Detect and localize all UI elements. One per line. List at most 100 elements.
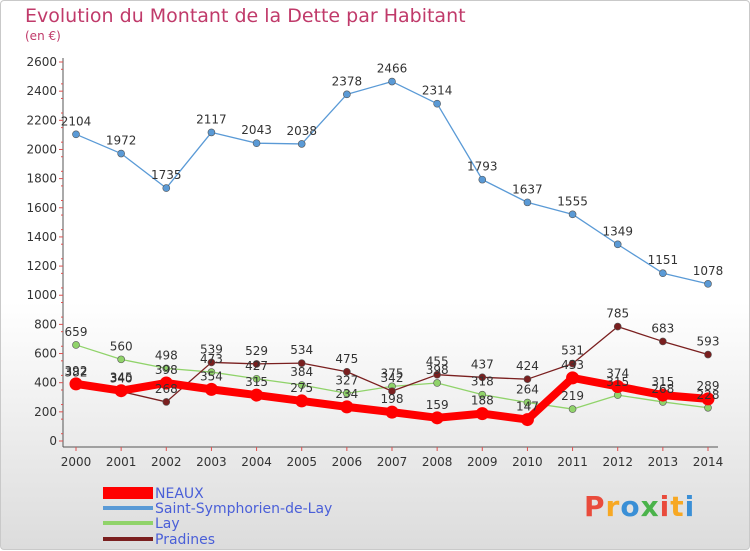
y-tick-label: 2600 bbox=[26, 55, 57, 69]
data-point bbox=[613, 322, 622, 331]
legend-swatch bbox=[103, 537, 153, 541]
data-label: 529 bbox=[245, 344, 268, 358]
data-label: 398 bbox=[426, 363, 449, 377]
proxiti-logo: Proxiti bbox=[584, 490, 695, 523]
data-label: 315 bbox=[606, 375, 629, 389]
data-label: 1735 bbox=[151, 168, 182, 182]
data-label: 1078 bbox=[693, 264, 724, 278]
data-point bbox=[430, 411, 444, 425]
data-point bbox=[613, 240, 622, 249]
x-tick-label: 2002 bbox=[151, 455, 182, 469]
data-point bbox=[162, 184, 171, 192]
legend-entry: Lay bbox=[155, 516, 180, 532]
data-point bbox=[701, 392, 715, 406]
data-label: 354 bbox=[200, 369, 223, 383]
data-label: 1151 bbox=[648, 253, 679, 267]
data-label: 424 bbox=[516, 359, 539, 373]
data-point bbox=[207, 368, 216, 376]
x-tick-label: 2001 bbox=[106, 455, 137, 469]
data-label: 275 bbox=[290, 381, 313, 395]
data-point bbox=[340, 400, 354, 414]
legend-entry: NEAUX bbox=[155, 486, 204, 502]
data-label: 375 bbox=[381, 366, 404, 380]
y-tick-label: 1800 bbox=[26, 172, 57, 186]
data-point bbox=[659, 337, 667, 346]
data-point bbox=[433, 99, 441, 108]
y-tick-label: 600 bbox=[34, 347, 57, 361]
logo-letter: t bbox=[670, 490, 685, 523]
data-label: 382 bbox=[65, 365, 88, 379]
data-point bbox=[162, 398, 171, 406]
data-label: 539 bbox=[200, 342, 223, 356]
data-point bbox=[295, 394, 309, 408]
data-label: 427 bbox=[245, 359, 268, 373]
data-label: 345 bbox=[110, 371, 133, 385]
y-tick-label: 200 bbox=[34, 405, 57, 419]
data-point bbox=[568, 210, 577, 219]
data-point bbox=[656, 388, 670, 402]
data-label: 1793 bbox=[467, 160, 498, 174]
data-point bbox=[704, 350, 712, 359]
data-point bbox=[250, 388, 264, 402]
data-point bbox=[523, 375, 532, 383]
data-label: 1972 bbox=[106, 134, 137, 148]
data-label: 147 bbox=[516, 400, 539, 414]
chart-subtitle: (en €) bbox=[25, 29, 61, 43]
data-point bbox=[297, 381, 306, 389]
x-tick-label: 2007 bbox=[377, 455, 408, 469]
data-label: 264 bbox=[516, 383, 539, 397]
x-tick-label: 2003 bbox=[196, 455, 227, 469]
series-line-saint-symphorien-de-lay bbox=[75, 80, 709, 285]
y-tick-label: 1600 bbox=[26, 201, 57, 215]
data-point bbox=[297, 140, 306, 148]
data-label: 315 bbox=[245, 375, 268, 389]
y-tick-label: 1400 bbox=[26, 230, 57, 244]
legend-entry: Pradines bbox=[155, 532, 215, 548]
data-label: 534 bbox=[290, 343, 313, 357]
data-point bbox=[433, 379, 441, 387]
data-point bbox=[343, 90, 351, 99]
y-tick-label: 1200 bbox=[26, 259, 57, 273]
y-tick-label: 400 bbox=[34, 376, 57, 390]
data-label: 2314 bbox=[422, 84, 453, 98]
data-label: 374 bbox=[606, 366, 629, 380]
data-point bbox=[207, 128, 216, 137]
data-point bbox=[162, 364, 171, 373]
data-point bbox=[385, 405, 399, 419]
data-point bbox=[478, 373, 487, 382]
data-label: 318 bbox=[471, 375, 494, 389]
data-point bbox=[433, 370, 441, 379]
data-point bbox=[159, 376, 173, 390]
data-point bbox=[704, 280, 712, 288]
x-tick-label: 2006 bbox=[332, 455, 363, 469]
legend-swatch bbox=[103, 506, 153, 510]
y-tick-label: 800 bbox=[34, 317, 57, 331]
data-point bbox=[343, 389, 351, 398]
data-label: 392 bbox=[65, 364, 88, 378]
data-label: 268 bbox=[651, 382, 674, 396]
x-tick-label: 2004 bbox=[241, 455, 272, 469]
data-label: 2038 bbox=[286, 124, 317, 138]
x-tick-label: 2012 bbox=[602, 455, 633, 469]
data-label: 198 bbox=[381, 392, 404, 406]
data-label: 342 bbox=[381, 371, 404, 385]
data-label: 785 bbox=[606, 307, 629, 321]
legend-entry: Saint-Symphorien-de-Lay bbox=[155, 501, 332, 517]
data-label: 498 bbox=[155, 348, 178, 362]
data-label: 473 bbox=[200, 352, 223, 366]
x-tick-label: 2014 bbox=[693, 455, 724, 469]
data-point bbox=[69, 377, 83, 391]
logo-letter: P bbox=[584, 490, 606, 523]
data-point bbox=[388, 387, 396, 395]
legend-swatch bbox=[103, 521, 153, 525]
data-point bbox=[117, 355, 125, 364]
data-point bbox=[659, 269, 667, 278]
data-point bbox=[343, 367, 351, 376]
data-label: 340 bbox=[110, 371, 133, 385]
data-label: 327 bbox=[335, 373, 358, 387]
data-label: 531 bbox=[561, 344, 584, 358]
data-label: 219 bbox=[561, 389, 584, 403]
data-label: 433 bbox=[561, 358, 584, 372]
data-label: 2378 bbox=[332, 74, 363, 88]
